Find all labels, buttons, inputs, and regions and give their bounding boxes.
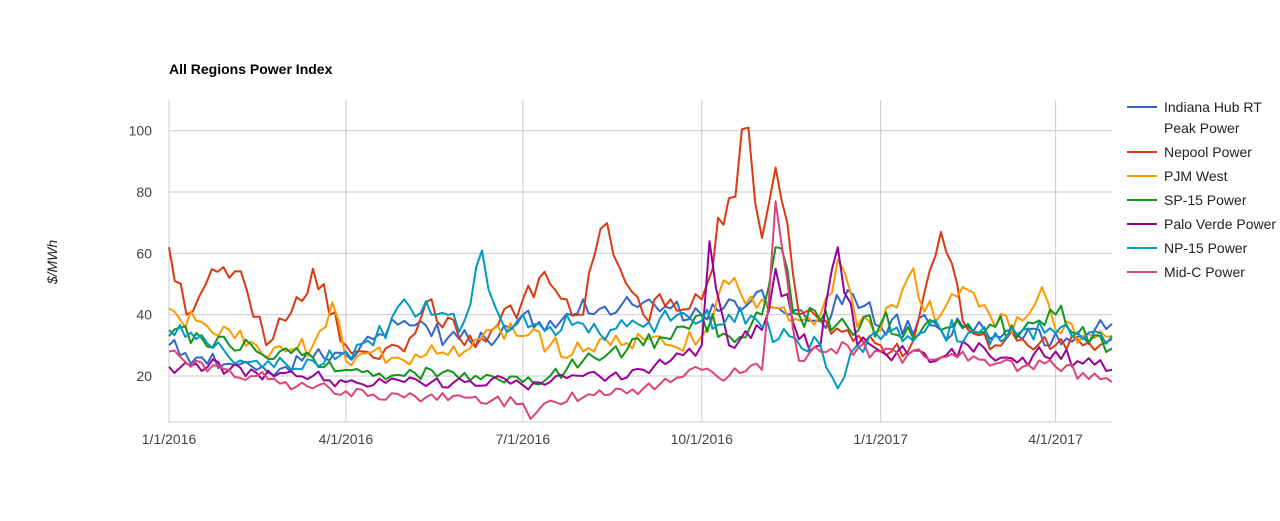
series-lines <box>168 126 1113 420</box>
legend-label: NP-15 Power <box>1164 240 1248 256</box>
x-tick-label: 4/1/2016 <box>319 431 374 447</box>
y-tick-label: 20 <box>136 368 152 384</box>
legend-label: PJM West <box>1164 168 1228 184</box>
legend-item: Palo Verde Power <box>1127 216 1276 232</box>
series-line-sp-15-power <box>168 246 1113 386</box>
x-tick-label: 10/1/2016 <box>671 431 733 447</box>
y-axis-label: $/MWh <box>44 240 60 286</box>
x-tick-label: 4/1/2017 <box>1028 431 1083 447</box>
y-tick-label: 60 <box>136 245 152 261</box>
y-tick-label: 80 <box>136 184 152 200</box>
gridlines <box>168 100 1112 423</box>
legend-label: Palo Verde Power <box>1164 216 1276 232</box>
chart-title: All Regions Power Index <box>169 61 333 77</box>
y-axis-ticks: 20 40 60 80 100 <box>129 123 153 384</box>
x-axis-ticks: 1/1/2016 4/1/2016 7/1/2016 10/1/2016 1/1/201… <box>142 431 1083 447</box>
series-line-palo-verde-power <box>168 240 1113 391</box>
y-tick-label: 100 <box>129 123 153 139</box>
legend: Indiana Hub RT Peak Power Nepool Power PJM … <box>1127 99 1276 280</box>
y-tick-label: 40 <box>136 307 152 323</box>
legend-item: Indiana Hub RT Peak Power <box>1127 99 1262 136</box>
series-line-mid-c-power <box>168 200 1113 420</box>
legend-item: Mid-C Power <box>1127 264 1245 280</box>
legend-item: SP-15 Power <box>1127 192 1247 208</box>
series-line-nepool-power <box>168 126 1113 360</box>
x-tick-label: 1/1/2017 <box>853 431 908 447</box>
legend-label: Indiana Hub RT Peak Power <box>1164 99 1262 136</box>
legend-label: SP-15 Power <box>1164 192 1247 208</box>
legend-label: Nepool Power <box>1164 144 1252 160</box>
legend-item: PJM West <box>1127 168 1228 184</box>
series-line-np-15-power <box>168 249 1113 390</box>
legend-item: Nepool Power <box>1127 144 1252 160</box>
legend-label: Mid-C Power <box>1164 264 1245 280</box>
x-tick-label: 7/1/2016 <box>496 431 551 447</box>
legend-item: NP-15 Power <box>1127 240 1248 256</box>
series-line-pjm-west <box>168 258 1113 367</box>
x-tick-label: 1/1/2016 <box>142 431 197 447</box>
